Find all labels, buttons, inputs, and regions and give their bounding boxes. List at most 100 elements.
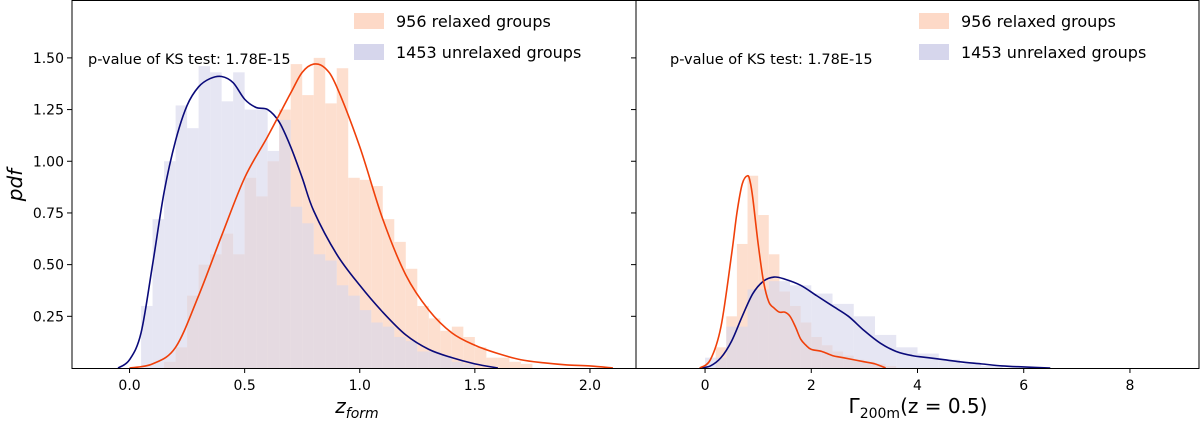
right-unrelaxed-histogram	[705, 281, 1003, 368]
left-unrelaxed-hist-bar	[175, 105, 188, 368]
left-legend-swatch-relaxed	[354, 13, 384, 29]
left-y-tick-label: 1.00	[33, 154, 64, 170]
right-unrelaxed-hist-bar	[811, 293, 833, 368]
left-unrelaxed-hist-bar	[221, 101, 234, 368]
left-relaxed-hist-bar	[325, 103, 337, 368]
left-relaxed-hist-bar	[417, 305, 429, 368]
left-x-tick-label: 1.0	[349, 378, 371, 394]
left-unrelaxed-hist-bar	[233, 72, 245, 368]
left-unrelaxed-hist-bar	[198, 66, 211, 369]
left-relaxed-hist-bar	[486, 357, 498, 368]
right-unrelaxed-kde-line	[699, 276, 1051, 369]
left-unrelaxed-hist-bar	[187, 128, 199, 368]
right-unrelaxed-hist-bar	[875, 334, 897, 368]
left-x-ticks: 0.0 0.5 1.0 1.5 2.0	[118, 368, 601, 394]
left-unrelaxed-hist-bar	[244, 109, 257, 369]
right-x-tick-label: 6	[1019, 378, 1028, 394]
left-x-tick-label: 1.5	[464, 378, 486, 394]
left-unrelaxed-kde-line	[117, 75, 499, 369]
left-relaxed-hist-bar	[509, 361, 521, 368]
right-relaxed-hist-bar	[747, 175, 759, 368]
left-relaxed-hist-bar	[336, 68, 349, 368]
left-unrelaxed-hist-bar	[256, 109, 268, 369]
right-x-ticks: 0 2 4 6 8	[701, 368, 1134, 394]
left-relaxed-kde-line	[129, 63, 614, 369]
left-legend: 956 relaxed groups 1453 unrelaxed groups	[354, 12, 581, 62]
left-unrelaxed-hist-bar	[290, 206, 303, 368]
right-x-axis-label: Γ200m(z = 0.5)	[849, 394, 988, 421]
left-unrelaxed-hist-bar	[359, 310, 372, 368]
left-relaxed-hist-bar	[474, 347, 487, 368]
right-legend: 956 relaxed groups 1453 unrelaxed groups	[919, 12, 1146, 62]
left-legend-label-unrelaxed: 1453 unrelaxed groups	[396, 43, 581, 62]
left-y-tick-label: 1.25	[33, 103, 64, 119]
left-relaxed-hist-bar	[451, 326, 464, 368]
left-unrelaxed-hist-bar	[382, 326, 395, 368]
right-x-tick-label: 0	[701, 378, 710, 394]
left-unrelaxed-hist-bar	[267, 150, 280, 368]
right-legend-swatch-unrelaxed	[919, 44, 949, 60]
right-unrelaxed-hist-bar	[853, 316, 876, 368]
right-unrelaxed-hist-bar	[726, 326, 748, 368]
right-x-axis-label-main: Γ	[849, 394, 861, 418]
left-unrelaxed-hist-bar	[164, 161, 176, 368]
left-unrelaxed-hist-bar	[279, 119, 291, 368]
right-unrelaxed-hist-bar	[959, 363, 982, 368]
right-x-tick-label: 8	[1125, 378, 1134, 394]
right-relaxed-hist-bar	[736, 243, 748, 368]
left-relaxed-hist-bar	[359, 179, 372, 368]
left-unrelaxed-hist-bar	[152, 219, 165, 368]
right-x-axis-label-tail: (z = 0.5)	[900, 394, 987, 418]
left-unrelaxed-hist-bar	[440, 355, 452, 368]
left-unrelaxed-hist-bar	[463, 363, 475, 368]
left-relaxed-hist-bar	[440, 330, 452, 368]
left-unrelaxed-hist-bar	[336, 285, 349, 368]
left-relaxed-hist-bar	[313, 57, 326, 369]
right-unrelaxed-hist-bar	[768, 281, 791, 368]
left-relaxed-hist-bar	[382, 219, 395, 368]
left-unrelaxed-hist-bar	[394, 336, 406, 368]
left-relaxed-hist-bar	[348, 177, 360, 368]
left-relaxed-hist-bar	[405, 268, 418, 368]
right-relaxed-kde-line	[699, 174, 886, 369]
left-x-tick-label: 0.5	[234, 378, 256, 394]
left-unrelaxed-hist-bar	[302, 223, 314, 368]
right-y-ticks	[631, 57, 636, 317]
left-unrelaxed-hist-bar	[428, 351, 441, 368]
right-unrelaxed-hist-bar	[747, 289, 769, 368]
left-unrelaxed-hist-bar	[313, 254, 326, 368]
right-unrelaxed-hist-bar	[938, 359, 960, 368]
left-relaxed-hist-bar	[497, 357, 510, 368]
right-unrelaxed-hist-bar	[832, 303, 854, 368]
left-y-ticks: 0.25 0.50 0.75 1.00 1.25 1.50	[33, 51, 72, 325]
left-unrelaxed-hist-bar	[451, 361, 464, 368]
left-unrelaxed-hist-bar	[405, 341, 418, 368]
left-legend-label-relaxed: 956 relaxed groups	[396, 12, 551, 31]
right-panel: 0 2 4 6 8 p-value of KS test: 1.78E-15 956 r…	[631, 0, 1200, 421]
left-unrelaxed-hist-bar	[141, 305, 153, 368]
left-relaxed-hist-bar	[463, 336, 475, 368]
right-x-tick-label: 2	[807, 378, 816, 394]
right-legend-label-relaxed: 956 relaxed groups	[961, 12, 1116, 31]
right-unrelaxed-hist-bar	[896, 347, 918, 368]
left-unrelaxed-hist-bar	[210, 72, 222, 368]
left-ks-annotation: p-value of KS test: 1.78E-15	[88, 52, 291, 68]
left-relaxed-hist-bar	[394, 241, 406, 368]
left-panel: 0.0 0.5 1.0 1.5 2.0 0.25 0.50 0.75 1.00 1.25 1.50…	[33, 0, 637, 421]
right-legend-swatch-relaxed	[919, 13, 949, 29]
left-x-axis-label-sub: form	[346, 406, 379, 421]
right-ks-annotation: p-value of KS test: 1.78E-15	[670, 52, 873, 68]
left-legend-swatch-unrelaxed	[354, 44, 384, 60]
left-unrelaxed-hist-bar	[417, 351, 429, 368]
left-unrelaxed-hist-bar	[348, 295, 360, 368]
left-x-axis-label: zform	[334, 394, 378, 421]
left-x-tick-label: 2.0	[579, 378, 601, 394]
right-legend-label-unrelaxed: 1453 unrelaxed groups	[961, 43, 1146, 62]
left-relaxed-hist-bar	[520, 363, 533, 368]
right-x-axis-label-sub: 200m	[860, 406, 900, 421]
left-relaxed-hist-bar	[428, 318, 441, 368]
left-y-tick-label: 1.50	[33, 51, 64, 67]
left-unrelaxed-histogram	[141, 66, 475, 369]
y-axis-label: pdf	[3, 166, 27, 202]
